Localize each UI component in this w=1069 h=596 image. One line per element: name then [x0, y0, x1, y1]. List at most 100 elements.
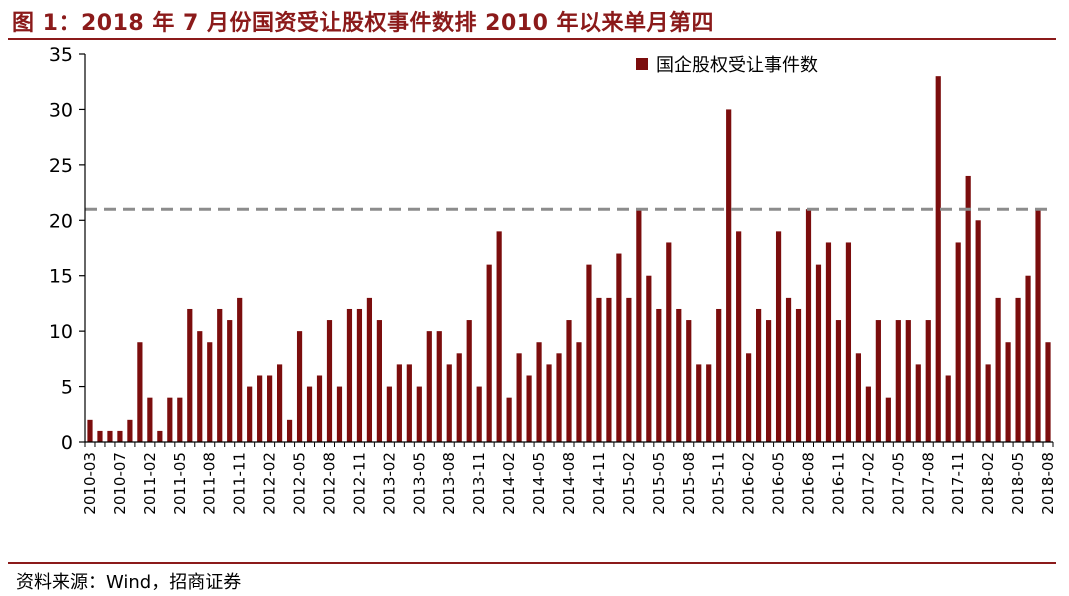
bar	[1035, 209, 1041, 442]
y-tick-label: 10	[49, 321, 73, 343]
bar	[676, 308, 682, 442]
bar	[965, 175, 971, 442]
bar	[726, 109, 732, 443]
bar	[596, 297, 602, 442]
bar	[746, 353, 752, 442]
bar	[426, 331, 432, 442]
x-tick-label: 2016-08	[800, 452, 818, 515]
bar	[506, 397, 512, 442]
x-tick-label: 2016-05	[770, 452, 788, 515]
bar	[566, 320, 572, 442]
chart-title: 图 1：2018 年 7 月份国资受让股权事件数排 2010 年以来单月第四	[12, 11, 715, 36]
bar	[376, 320, 382, 442]
bar	[436, 331, 442, 442]
bar	[915, 364, 921, 442]
bar	[785, 297, 792, 442]
x-tick-label: 2013-08	[440, 452, 458, 515]
bar	[686, 320, 692, 442]
bar	[356, 308, 363, 442]
x-tick-label: 2017-08	[919, 452, 937, 515]
bar	[486, 264, 492, 442]
bar	[496, 231, 502, 442]
bar	[756, 308, 762, 442]
bar	[636, 209, 642, 442]
bar	[556, 353, 562, 442]
bar	[905, 320, 911, 442]
bar	[736, 231, 742, 442]
bars-group	[87, 76, 1051, 443]
bar	[406, 364, 412, 442]
legend-swatch	[636, 58, 648, 70]
x-tick-label: 2016-02	[740, 452, 758, 515]
x-tick-label: 2014-11	[590, 452, 608, 515]
axes-group: 0 5 10 15 20 25 30 35 2010-03 2010-07 2011-02 2011-…	[49, 44, 1057, 515]
x-tick-label: 2010-03	[81, 452, 99, 515]
bar	[795, 308, 802, 442]
bar	[207, 342, 213, 442]
bar	[107, 430, 113, 442]
bar	[97, 430, 103, 442]
bar	[386, 386, 392, 442]
bar	[925, 320, 931, 442]
bar	[346, 308, 353, 442]
bar-chart: 0 5 10 15 20 25 30 35 2010-03 2010-07 2011-02 2011-…	[49, 44, 1057, 515]
bar	[656, 308, 662, 442]
x-tick-label: 2015-08	[680, 452, 698, 515]
bar	[985, 364, 991, 442]
bar	[336, 386, 343, 442]
bar	[187, 308, 193, 442]
x-tick-label: 2014-08	[560, 452, 578, 515]
y-tick-label: 35	[49, 44, 73, 66]
x-tick-label: 2015-02	[620, 452, 638, 515]
bar	[536, 342, 542, 442]
bar	[646, 275, 652, 442]
x-tick-label: 2014-05	[530, 452, 548, 515]
bar	[696, 364, 702, 442]
bar	[456, 353, 462, 442]
bar	[1015, 297, 1021, 442]
bar	[1045, 342, 1051, 442]
bar	[286, 419, 293, 442]
x-tick-label: 2018-02	[979, 452, 997, 515]
bar	[875, 320, 881, 442]
legend-label: 国企股权受让事件数	[656, 55, 818, 76]
y-tick-label: 5	[61, 377, 73, 399]
bar	[765, 320, 772, 442]
x-tick-label: 2011-02	[141, 452, 159, 515]
bar	[167, 397, 173, 442]
bar	[935, 76, 941, 443]
bar	[885, 397, 891, 442]
bar	[267, 375, 273, 442]
bar	[157, 430, 163, 442]
bar	[526, 375, 532, 442]
x-tick-label: 2013-11	[470, 452, 488, 515]
x-tick-label: 2017-11	[949, 452, 967, 515]
bar	[845, 242, 852, 442]
bar	[87, 419, 93, 442]
bar	[396, 364, 402, 442]
y-tick-label: 15	[49, 266, 73, 288]
x-tick-label: 2013-02	[380, 452, 398, 515]
bar	[296, 331, 303, 442]
bar	[466, 320, 472, 442]
bar	[975, 220, 981, 442]
bar	[616, 253, 622, 442]
x-tick-label: 2012-08	[320, 452, 338, 515]
x-tick-label: 2015-05	[650, 452, 668, 515]
source-note: 资料来源：Wind，招商证券	[16, 572, 242, 593]
bar	[815, 264, 822, 442]
y-tick-label: 25	[49, 155, 73, 177]
bar	[895, 320, 901, 442]
bar	[257, 375, 263, 442]
bar	[117, 430, 123, 442]
bar	[835, 320, 842, 442]
bar	[1005, 342, 1011, 442]
bar	[666, 242, 672, 442]
y-tick-label: 20	[49, 210, 73, 232]
bar	[277, 364, 283, 442]
bar	[626, 297, 632, 442]
bar	[366, 297, 373, 442]
bar	[546, 364, 552, 442]
x-tick-label: 2016-11	[829, 452, 847, 515]
x-tick-label: 2013-05	[410, 452, 428, 515]
